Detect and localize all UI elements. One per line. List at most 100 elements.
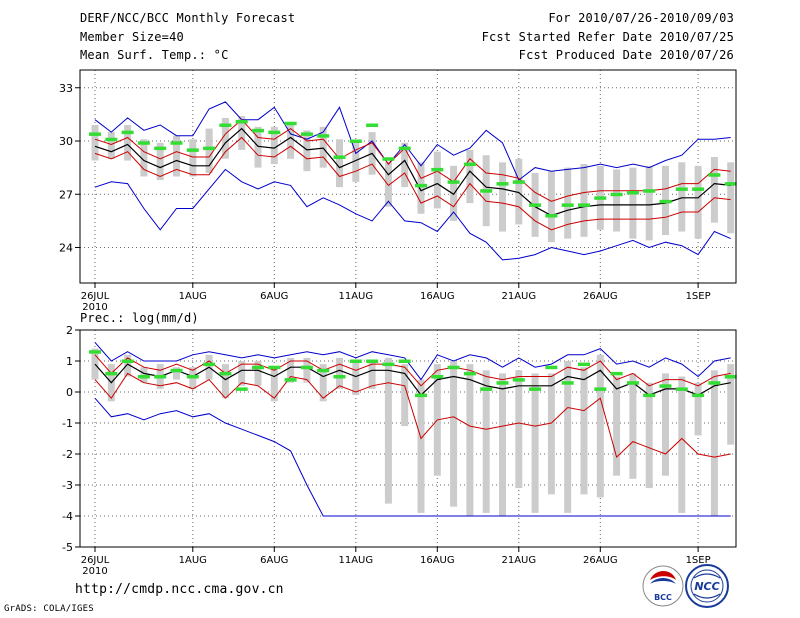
prec-median-mark [578,362,590,367]
prec-spread-box [499,373,506,516]
prec-lower-spread-line [94,372,731,459]
prec-spread-box [336,357,343,389]
temp-median-mark [643,189,656,193]
temp-median-mark [480,189,493,193]
temp-median-mark [594,196,607,200]
prec-spread-box [270,367,278,402]
prec-median-mark [480,387,493,391]
prec-median-mark [219,371,232,376]
prec-spread-box [466,364,474,516]
temp-spread-box [466,149,474,204]
prec-spread-box [124,354,132,377]
temp-min-line [94,168,731,261]
prec-upper-spread-line [94,354,731,387]
prec-median-mark [594,387,607,391]
prec-ytick-label: 1 [66,355,73,368]
prec-median-mark [105,371,118,376]
temp-spread-box [564,167,572,239]
prec-xtick-label: 16AUG [420,555,455,566]
temp-spread-box [727,162,735,234]
temp-median-mark [170,141,183,145]
fcst-produced-date: Fcst Produced Date 2010/07/26 [518,48,734,62]
prec-ensemble-mean-line [94,363,731,396]
prec-spread-box [694,382,702,436]
temp-median-mark [154,146,167,151]
temp-xtick-label: 11AUG [338,291,373,302]
temp-spread-box [156,142,164,181]
footer-url[interactable]: http://cmdp.ncc.cma.gov.cn [75,582,284,597]
prec-spread-box [140,367,148,383]
temp-median-mark [659,199,672,204]
temp-xtick-label: 1SEP [686,291,711,302]
temp-ytick-label: 30 [59,135,73,148]
temp-spread-box [221,117,229,159]
prec-median-mark [333,375,346,379]
temp-spread-box [401,142,409,188]
temp-spread-box [678,162,686,232]
prec-spread-box [645,382,653,489]
temp-ytick-label: 27 [59,188,73,201]
prec-median-mark [724,375,737,379]
prec-median-mark [708,381,721,385]
temp-median-mark [252,128,264,133]
temp-median-mark [105,137,118,142]
prec-spread-box [238,361,246,386]
prec-xtick-label: 1AUG [179,555,207,566]
prec-median-mark [349,359,362,363]
temp-median-mark [578,203,590,207]
prec-spread-box [531,373,539,513]
temp-year-label: 2010 [82,302,107,313]
temp-median-mark [431,167,444,172]
prec-median-mark [154,375,167,379]
temp-spread-box [645,165,653,241]
prec-xtick-label: 21AUG [501,555,536,566]
prec-median-mark [398,359,411,363]
fcst-started-date: Fcst Started Refer Date 2010/07/25 [481,30,734,44]
temp-median-mark [724,182,737,186]
temp-median-mark [186,148,199,152]
temp-spread-box [287,123,295,159]
prec-spread-box [303,357,311,383]
prec-spread-box [401,364,409,427]
prec-spread-box [287,357,295,383]
prec-ytick-label: -5 [62,541,73,554]
prec-median-mark [268,365,281,370]
temp-median-mark [382,157,395,161]
temp-spread-box [515,158,523,225]
temp-median-mark [349,139,362,143]
prec-median-mark [235,387,248,391]
temp-ytick-label: 24 [59,242,73,255]
prec-xtick-label: 1SEP [686,555,711,566]
temp-median-mark [89,132,101,136]
prec-ytick-label: -4 [62,510,73,523]
temp-spread-box [629,167,637,239]
temp-median-mark [496,182,509,186]
temp-median-mark [529,203,542,207]
prec-median-mark [382,362,395,367]
temp-median-mark [545,214,558,218]
temp-spread-box [499,162,506,232]
temp-spread-box [319,126,327,168]
temp-spread-box [270,126,278,165]
prec-spread-box [564,361,572,513]
temp-ytick-label: 33 [59,82,73,95]
prec-min-line [94,397,731,517]
temp-xtick-label: 6AUG [260,291,288,302]
grads-credit: GrADS: COLA/IGES [4,604,94,614]
temp-median-mark [692,187,705,191]
prec-frame [79,329,737,548]
temp-spread-box [336,139,343,188]
prec-median-mark [529,387,542,391]
temp-median-mark [317,134,330,138]
prec-median-mark [659,384,672,388]
temp-frame [79,69,737,284]
prec-median-mark [252,365,264,370]
temp-median-mark [333,155,346,159]
temp-spread-box [173,135,180,177]
prec-spread-box [482,370,490,513]
temp-upper-spread-line [94,119,731,202]
temp-spread-box [238,116,246,150]
prec-median-mark [203,362,216,367]
prec-spread-box [384,357,392,504]
temp-median-mark [512,180,525,184]
